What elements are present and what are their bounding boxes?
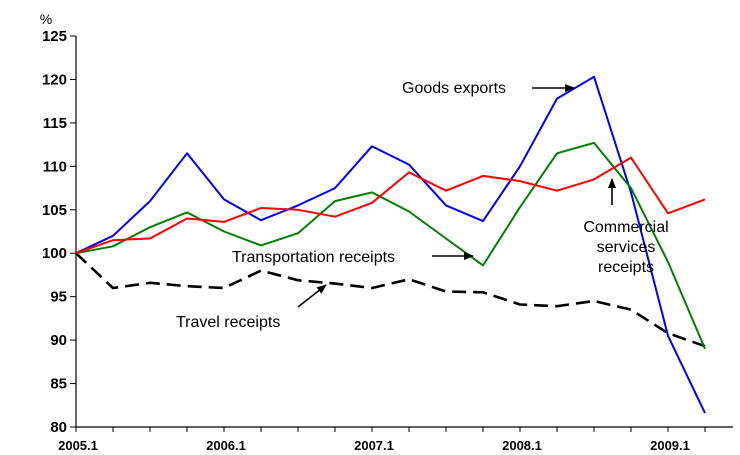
annotation-travel-receipts: Travel receipts bbox=[176, 314, 280, 331]
series-line-commercial-services-receipts bbox=[75, 156, 706, 255]
annotation-commercial-services-receipts: Commercial services receipts bbox=[583, 219, 668, 276]
y-tick-label: 80 bbox=[50, 419, 67, 436]
series-line-goods-exports bbox=[75, 75, 706, 414]
y-tick-label: 115 bbox=[43, 115, 67, 132]
annotation-transportation-receipts: Transportation receipts bbox=[232, 249, 395, 266]
y-tick-label: 110 bbox=[43, 158, 67, 175]
annotation-arrow-travel-receipts bbox=[297, 284, 327, 308]
y-tick-label: 105 bbox=[42, 202, 67, 219]
annotation-goods-exports: Goods exports bbox=[402, 80, 506, 97]
x-tick-label: 2005.1 bbox=[58, 438, 98, 453]
annotation-layer: Goods exports Commercial services receipts T… bbox=[176, 80, 669, 331]
y-tick-label: 90 bbox=[50, 332, 67, 349]
x-tick-label: 2009.1 bbox=[650, 438, 690, 453]
series-line-travel-receipts bbox=[75, 252, 706, 348]
y-tick-label: 125 bbox=[42, 28, 67, 45]
x-tick-label: 2007.1 bbox=[354, 438, 394, 453]
y-tick-label: 100 bbox=[42, 245, 67, 262]
y-tick-label: 85 bbox=[50, 376, 67, 393]
x-tick-label: 2008.1 bbox=[502, 438, 542, 453]
y-axis-unit-label: % bbox=[40, 11, 52, 27]
y-tick-label: 95 bbox=[50, 289, 67, 306]
axes: 80 85 90 95 100 105 110 115 120 125 2005.1 2006.1 20… bbox=[42, 28, 733, 453]
y-tick-label: 120 bbox=[42, 71, 67, 88]
series-layer bbox=[75, 75, 706, 414]
series-line-transportation-receipts bbox=[75, 141, 706, 350]
x-tick-label: 2006.1 bbox=[206, 438, 246, 453]
